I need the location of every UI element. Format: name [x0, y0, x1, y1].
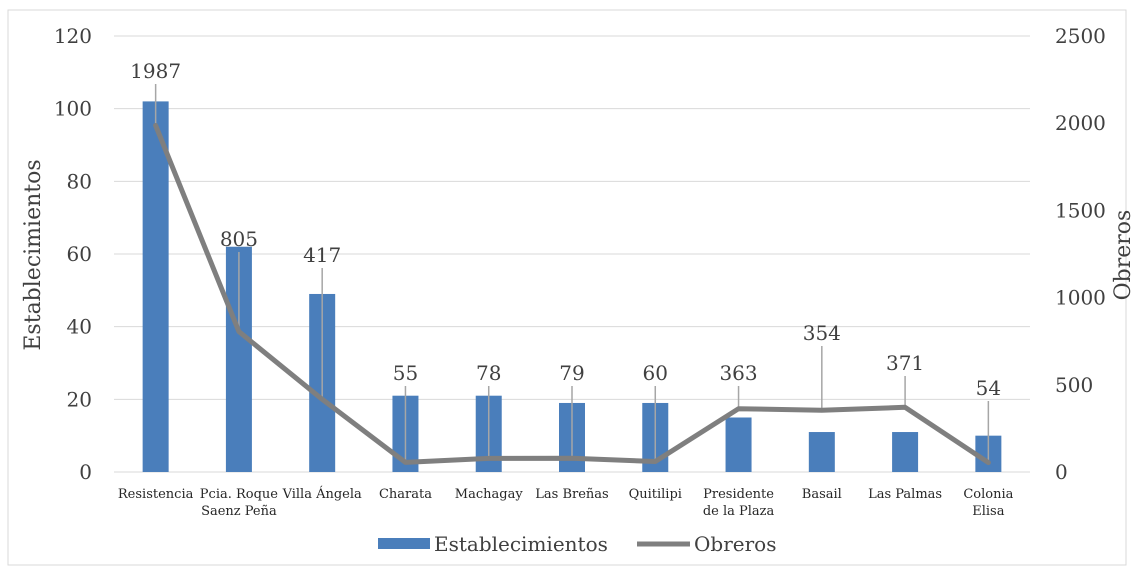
- data-label: 371: [886, 351, 924, 375]
- y-tick-label: 120: [54, 24, 92, 48]
- category-labels: Resistencia Pcia. Roque Saenz Peña Villa Án…: [118, 486, 1014, 519]
- data-label: 55: [393, 361, 418, 385]
- legend-swatch-establecimientos: [378, 538, 430, 549]
- y2-tick-label: 2500: [1055, 24, 1106, 48]
- line-obreros: [153, 122, 991, 466]
- category-label: Las Palmas: [868, 487, 942, 502]
- category-label: Colonia: [963, 487, 1013, 502]
- data-label: 60: [643, 361, 668, 385]
- category-label: Basail: [802, 487, 842, 502]
- data-label: 54: [976, 376, 1001, 400]
- y-tick-label: 60: [67, 242, 92, 266]
- bar: [808, 432, 835, 472]
- category-label: Machagay: [455, 487, 524, 502]
- legend: Establecimientos Obreros: [378, 532, 776, 556]
- data-label: 78: [476, 361, 501, 385]
- category-label: Quitilipi: [629, 487, 682, 502]
- category-label: Resistencia: [118, 487, 194, 502]
- bar: [892, 432, 919, 472]
- data-label: 363: [719, 361, 757, 385]
- right-axis-ticks: 0 500 1000 1500 2000 2500: [1055, 24, 1106, 484]
- y-axis-title: Establecimientos: [21, 159, 46, 350]
- data-label: 805: [220, 227, 258, 251]
- category-label: de la Plaza: [703, 504, 775, 519]
- y2-tick-label: 500: [1055, 373, 1093, 397]
- chart-border: [7, 9, 1127, 566]
- left-axis-ticks: 0 20 40 60 80 100 120: [54, 24, 92, 484]
- category-label: Charata: [379, 487, 432, 502]
- data-label: 417: [303, 243, 341, 267]
- y-tick-label: 0: [79, 460, 92, 484]
- y2-tick-label: 0: [1055, 460, 1068, 484]
- label-leader-lines: [154, 84, 990, 463]
- category-label: Villa Ángela: [282, 486, 362, 502]
- y2-tick-label: 1500: [1055, 198, 1106, 222]
- category-label: Las Breñas: [535, 487, 608, 502]
- category-label: Pcia. Roque: [200, 487, 279, 502]
- y2-axis-title: Obreros: [1111, 210, 1131, 301]
- data-label: 1987: [130, 59, 181, 83]
- bar: [142, 101, 169, 473]
- legend-label-establecimientos: Establecimientos: [434, 532, 608, 556]
- data-label: 354: [803, 321, 841, 345]
- category-label: Presidente: [703, 487, 774, 502]
- y-tick-label: 80: [67, 169, 92, 193]
- bar: [725, 417, 752, 472]
- y2-tick-label: 1000: [1055, 286, 1106, 310]
- y-tick-label: 100: [54, 97, 92, 121]
- data-label: 79: [559, 361, 584, 385]
- category-label: Saenz Peña: [201, 504, 277, 519]
- y2-tick-label: 2000: [1055, 111, 1106, 135]
- gridlines: [114, 35, 1030, 473]
- legend-label-obreros: Obreros: [694, 532, 776, 556]
- data-labels: 1987 805 417 55 78 79 60 363 354 371 54: [130, 59, 1001, 400]
- category-label: Elisa: [972, 504, 1004, 519]
- y-tick-label: 40: [67, 315, 92, 339]
- series-line: [153, 122, 991, 466]
- y-tick-label: 20: [67, 387, 92, 411]
